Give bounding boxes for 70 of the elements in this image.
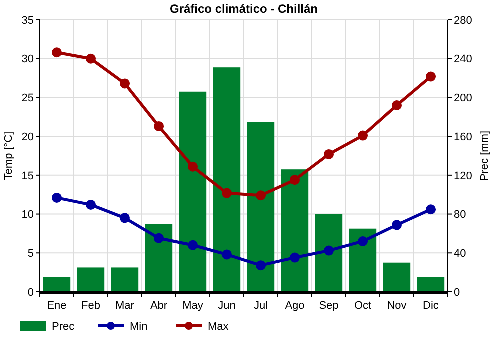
bar xyxy=(43,277,71,292)
point xyxy=(426,204,436,215)
y-tick-label: 5 xyxy=(28,248,34,260)
bar xyxy=(247,122,275,292)
point xyxy=(256,190,266,201)
legend-label: Min xyxy=(130,320,148,333)
point xyxy=(426,72,436,82)
point xyxy=(324,246,334,256)
point xyxy=(392,100,402,110)
x-tick-label: Oct xyxy=(354,300,372,312)
point xyxy=(324,149,334,160)
point xyxy=(120,213,130,224)
x-tick-label: Jun xyxy=(218,300,236,312)
x-tick-label: Abr xyxy=(150,300,168,312)
x-tick-label: Ago xyxy=(285,300,305,312)
point xyxy=(52,48,62,58)
point xyxy=(120,78,130,89)
point xyxy=(154,233,164,244)
bar xyxy=(111,268,139,292)
y-tick-label: 0 xyxy=(28,286,34,299)
bar xyxy=(179,92,207,292)
y-tick-label: 25 xyxy=(22,92,34,105)
point xyxy=(358,130,368,141)
point xyxy=(154,121,164,132)
x-tick-label: Dic xyxy=(423,300,440,312)
point xyxy=(222,188,232,198)
legend-label: Max xyxy=(208,320,230,333)
point xyxy=(222,250,232,260)
bar xyxy=(349,228,377,292)
y2-tick-label: 120 xyxy=(454,170,472,182)
point xyxy=(52,192,62,203)
y2-tick-label: 0 xyxy=(454,286,460,299)
point xyxy=(290,175,300,186)
y2-tick-label: 240 xyxy=(454,54,472,66)
bar xyxy=(213,68,241,292)
y-tick-label: 10 xyxy=(22,209,34,222)
legend-label: Prec xyxy=(52,320,76,333)
x-tick-label: Ene xyxy=(47,300,67,312)
y2-tick-label: 80 xyxy=(454,209,466,222)
y-tick-label: 30 xyxy=(22,54,34,66)
x-tick-label: Nov xyxy=(387,300,408,312)
bar xyxy=(383,262,411,292)
x-tick-label: Feb xyxy=(82,300,100,312)
y2-tick-label: 200 xyxy=(454,92,472,105)
chart-title: Gráfico climático - Chillán xyxy=(170,2,318,16)
point xyxy=(86,54,96,64)
x-tick-label: May xyxy=(182,300,204,312)
point xyxy=(392,220,402,230)
bar xyxy=(417,277,445,292)
x-tick-label: Jul xyxy=(254,300,268,312)
y-tick-label: 20 xyxy=(22,131,34,144)
y-axis-title: Temp [°C] xyxy=(3,132,15,180)
x-tick-label: Mar xyxy=(116,300,135,312)
point xyxy=(256,260,266,271)
point xyxy=(358,236,368,246)
point xyxy=(188,240,198,250)
y2-axis-title: Prec [mm] xyxy=(479,130,491,182)
y2-tick-label: 160 xyxy=(454,131,472,144)
point xyxy=(86,200,96,210)
y2-tick-label: 40 xyxy=(454,248,466,260)
point xyxy=(188,162,198,172)
bar xyxy=(77,268,105,292)
bar xyxy=(315,214,343,292)
bar xyxy=(281,170,309,292)
bar xyxy=(145,224,173,292)
y2-tick-label: 280 xyxy=(454,14,472,27)
y-tick-label: 35 xyxy=(22,14,34,27)
x-tick-label: Sep xyxy=(319,300,339,312)
point xyxy=(290,252,300,263)
y-tick-label: 15 xyxy=(22,170,34,182)
